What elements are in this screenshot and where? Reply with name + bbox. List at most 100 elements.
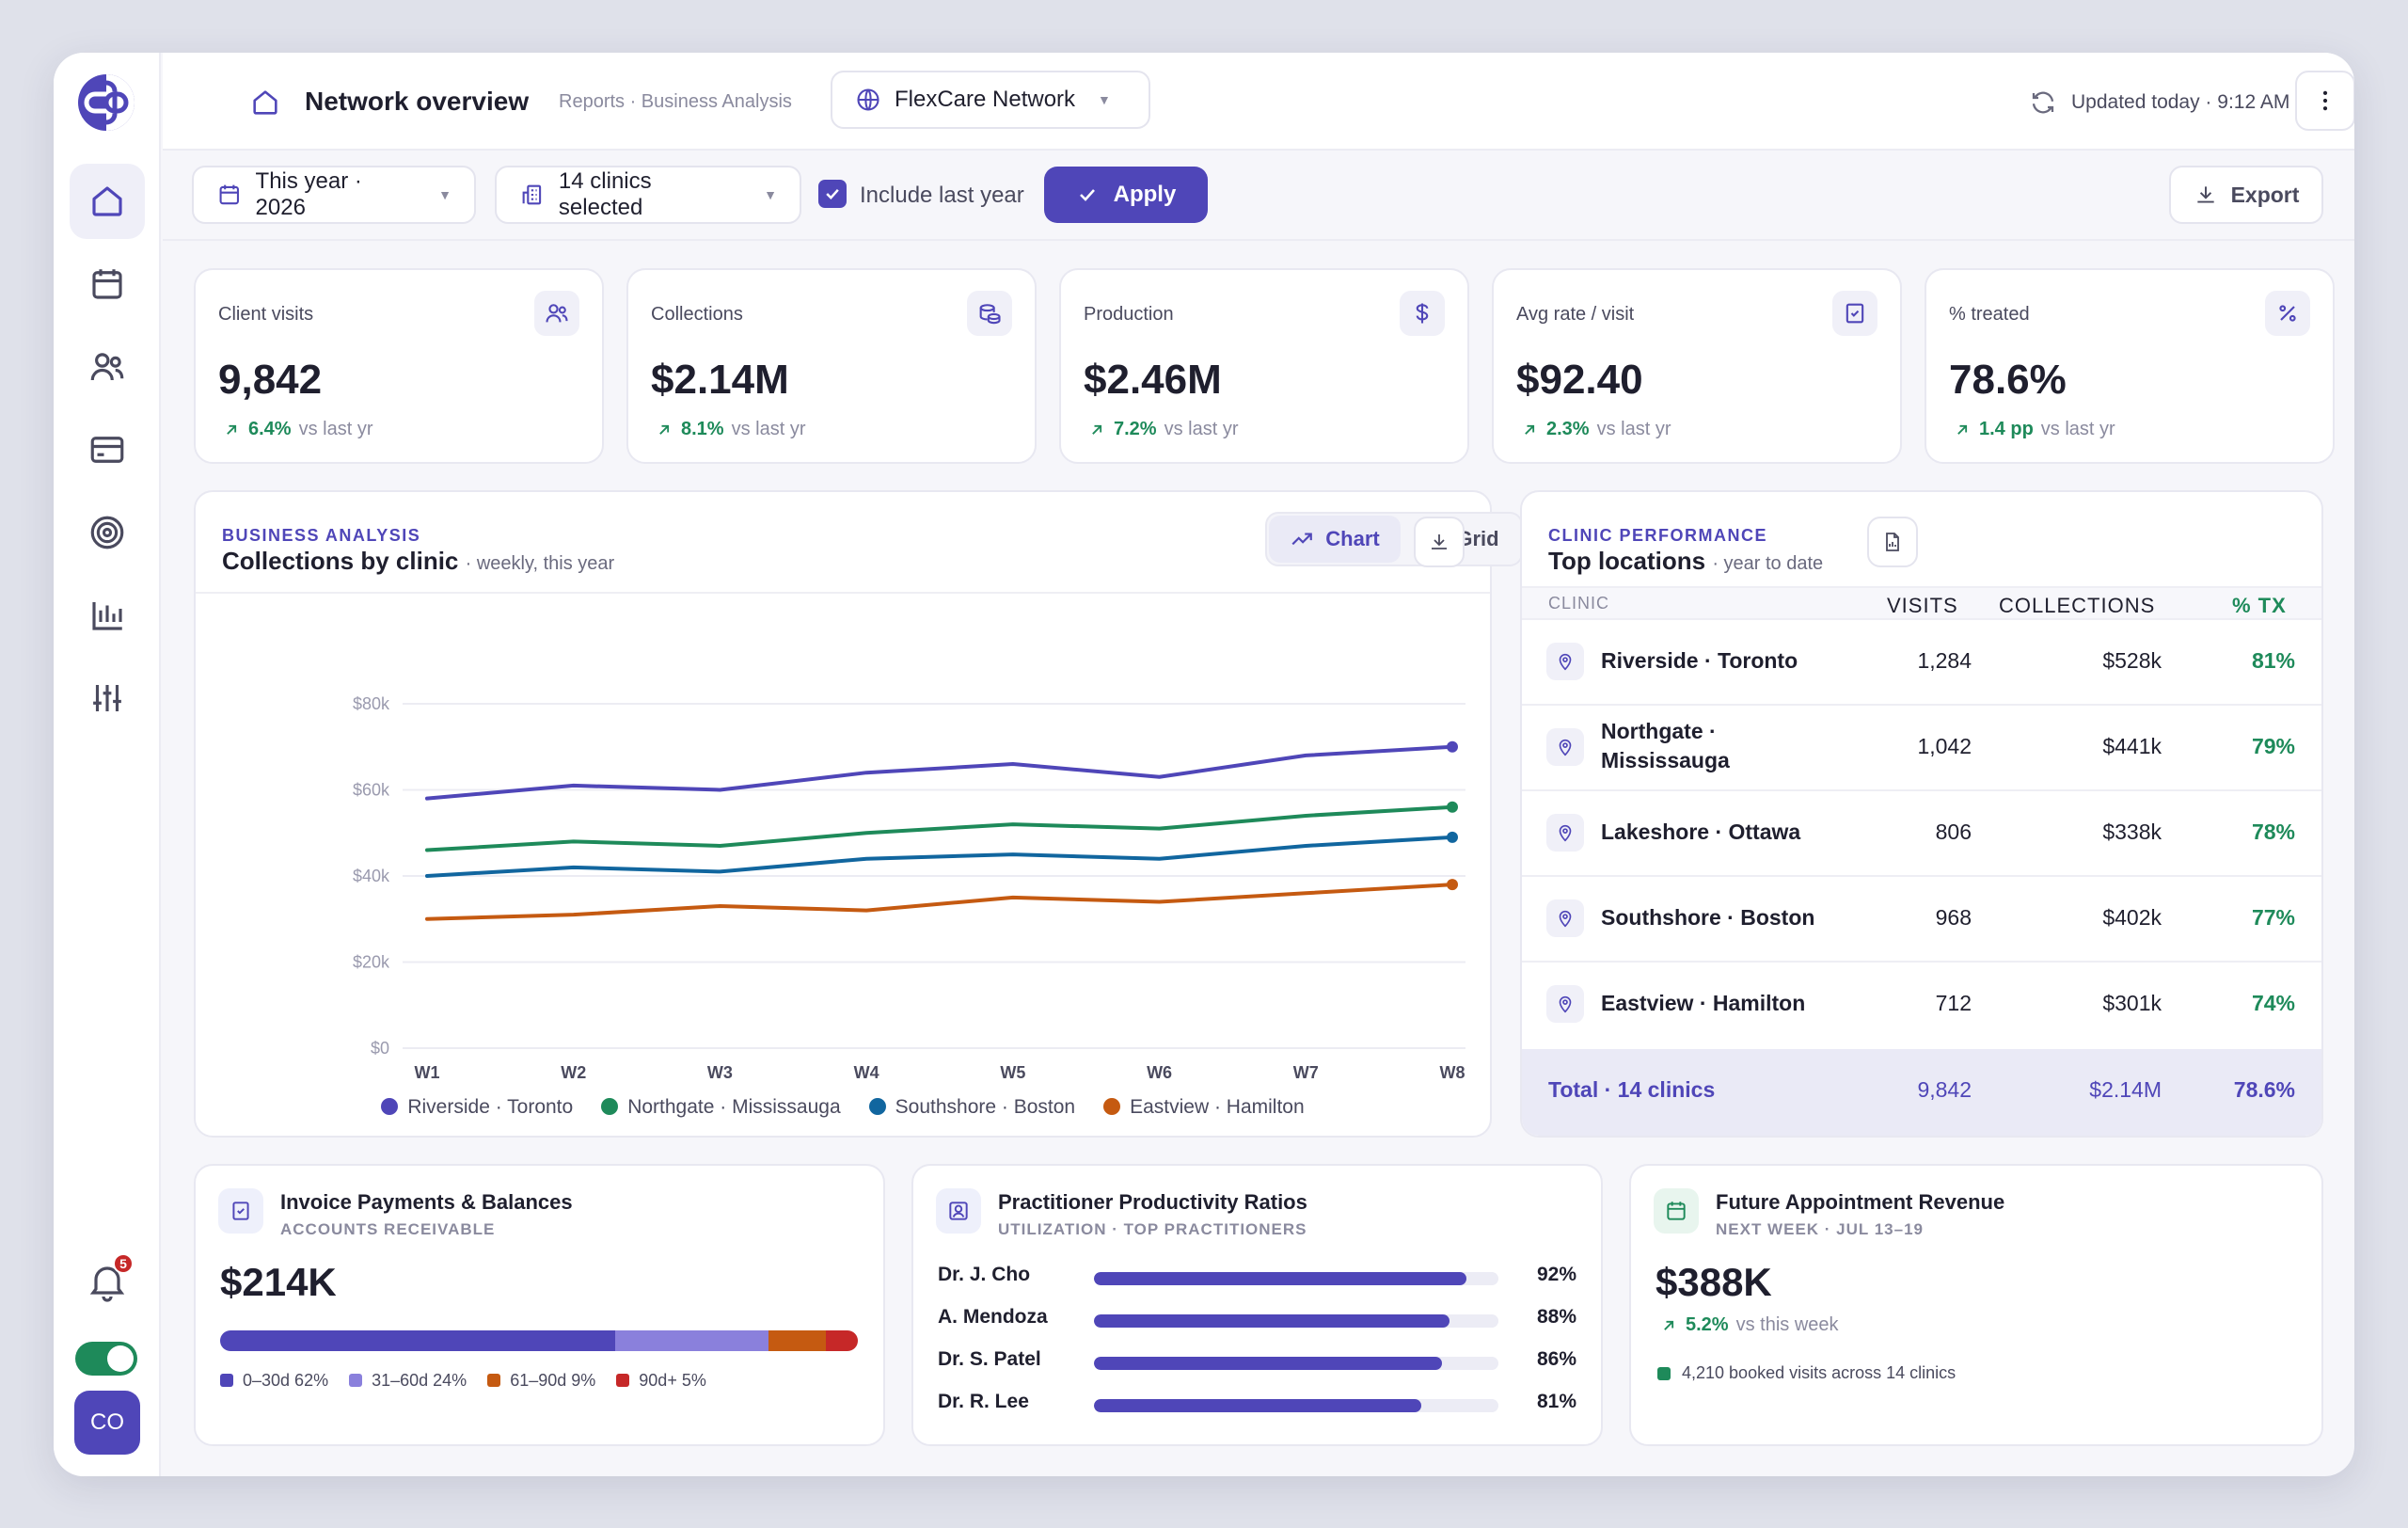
- table-row[interactable]: Eastview · Hamilton 712 $301k 74%: [1522, 961, 2321, 1045]
- practitioner-name: Dr. J. Cho: [938, 1264, 1031, 1285]
- table-row[interactable]: Northgate · Mississauga 1,042 $441k 79%: [1522, 704, 2321, 788]
- kpi-delta-compare: vs last yr: [731, 419, 806, 439]
- productivity-icon-box: [936, 1188, 981, 1234]
- chart-title: Collections by clinic: [222, 547, 459, 575]
- legend-item[interactable]: Southshore · Boston: [868, 1096, 1076, 1119]
- period-value: This year · 2026: [255, 168, 362, 220]
- clinic-tx: 78%: [2251, 820, 2295, 844]
- apply-button[interactable]: Apply: [1044, 167, 1208, 223]
- kpi-value: $2.14M: [651, 357, 789, 403]
- include-last-year-label[interactable]: Include last year: [860, 183, 1024, 208]
- aging-segment: [826, 1330, 858, 1351]
- utilization-fill: [1094, 1272, 1466, 1285]
- invoice-card: Invoice Payments & Balances ACCOUNTS REC…: [194, 1164, 885, 1446]
- practitioner-row: Dr. J. Cho 92%: [938, 1264, 1576, 1292]
- invoice-icon-box: [218, 1188, 263, 1234]
- more-options-button[interactable]: [2295, 71, 2354, 131]
- nav-goals[interactable]: [70, 495, 145, 570]
- location-pin-icon: [1559, 824, 1572, 842]
- kpi-delta: 2.3% vs last yr: [1520, 419, 1671, 440]
- x-tick-label: W3: [707, 1063, 733, 1082]
- legend-item[interactable]: Eastview · Hamilton: [1103, 1096, 1305, 1119]
- globe-icon: [857, 88, 879, 111]
- tab-chart[interactable]: Chart: [1269, 516, 1401, 563]
- breadcrumb[interactable]: Reports · Business Analysis: [559, 91, 792, 112]
- x-tick-label: W7: [1293, 1063, 1319, 1082]
- nav-calendar[interactable]: [70, 247, 145, 322]
- legend-label: Southshore · Boston: [895, 1096, 1076, 1118]
- more-vertical-icon: [2322, 90, 2328, 111]
- document-icon: [1886, 533, 1899, 551]
- nav-billing[interactable]: [70, 412, 145, 487]
- kpi-delta-compare: vs last yr: [298, 419, 373, 439]
- future-note-text: 4,210 booked visits across 14 clinics: [1682, 1363, 1956, 1382]
- notification-bell-icon[interactable]: [85, 1259, 130, 1304]
- x-tick-label: W4: [854, 1063, 879, 1082]
- legend-item[interactable]: Riverside · Toronto: [381, 1096, 573, 1119]
- productivity-subtitle: UTILIZATION · TOP PRACTITIONERS: [998, 1220, 1307, 1238]
- nav-settings[interactable]: [70, 661, 145, 736]
- locations-subtitle: · year to date: [1712, 553, 1824, 574]
- kpi-icon-box: [2265, 291, 2310, 336]
- avatar[interactable]: CO: [74, 1391, 140, 1455]
- practitioner-pct: 88%: [1536, 1306, 1576, 1328]
- location-pin-box: [1546, 814, 1584, 852]
- clinic-selector[interactable]: 14 clinics selected ▼: [495, 166, 801, 224]
- include-last-year-checkbox[interactable]: [818, 180, 847, 208]
- aging-legend-item: 31–60d 24%: [349, 1371, 467, 1391]
- dollar-icon: [1416, 303, 1429, 324]
- table-row[interactable]: Lakeshore · Ottawa 806 $338k 78%: [1522, 789, 2321, 874]
- network-selector[interactable]: FlexCare Network ▼: [831, 71, 1150, 129]
- export-button[interactable]: Export: [2169, 166, 2323, 224]
- legend-dot: [868, 1098, 886, 1115]
- clinic-visits: 968: [1935, 905, 1972, 930]
- building-icon: [522, 184, 542, 205]
- y-tick-label: $80k: [353, 694, 390, 713]
- receipt-icon: [1846, 303, 1864, 324]
- card-icon: [90, 437, 124, 463]
- legend-swatch: [349, 1374, 363, 1387]
- clinic-tx: 79%: [2251, 734, 2295, 758]
- nav-users[interactable]: [70, 329, 145, 405]
- x-tick-label: W5: [1000, 1063, 1025, 1082]
- table-row[interactable]: Southshore · Boston 968 $402k 77%: [1522, 875, 2321, 960]
- divider: [196, 592, 1490, 594]
- note-marker: [1657, 1366, 1671, 1380]
- coins-icon: [979, 304, 1001, 325]
- future-title: Future Appointment Revenue: [1716, 1190, 2005, 1214]
- total-tx: 78.6%: [2233, 1077, 2295, 1102]
- chart-title-row: Collections by clinic · weekly, this yea…: [222, 547, 614, 576]
- chevron-down-icon: ▼: [764, 187, 777, 202]
- kpi-card: % treated 78.6% 1.4 pp vs last yr: [1925, 268, 2335, 464]
- target-icon: [90, 516, 124, 549]
- download-chart-button[interactable]: [1414, 517, 1465, 567]
- col-visits: VISITS: [1887, 594, 1958, 617]
- theme-toggle[interactable]: [75, 1342, 137, 1376]
- kpi-delta-value: 2.3%: [1546, 419, 1590, 439]
- arrow-up-right-icon: [659, 424, 670, 435]
- nav-home[interactable]: [70, 164, 145, 239]
- chevron-down-icon: ▼: [1098, 92, 1111, 107]
- legend-item[interactable]: Northgate · Mississauga: [601, 1096, 841, 1119]
- future-revenue-card: Future Appointment Revenue NEXT WEEK · J…: [1629, 1164, 2323, 1446]
- utilization-track: [1094, 1399, 1498, 1412]
- arrow-up-right-icon: [227, 424, 237, 435]
- kpi-delta: 6.4% vs last yr: [222, 419, 373, 440]
- kpi-label: Client visits: [218, 304, 314, 325]
- aging-bar: [220, 1330, 858, 1351]
- locations-title: Top locations: [1548, 547, 1706, 575]
- kpi-value: 9,842: [218, 357, 323, 403]
- filter-bar: [163, 152, 2354, 241]
- period-selector[interactable]: This year · 2026 ▼: [192, 166, 476, 224]
- table-row[interactable]: Riverside · Toronto 1,284 $528k 81%: [1522, 618, 2321, 703]
- practitioner-row: Dr. R. Lee 81%: [938, 1391, 1576, 1419]
- locations-report-button[interactable]: [1867, 517, 1918, 567]
- refresh-icon[interactable]: [2029, 88, 2057, 117]
- kpi-delta: 1.4 pp vs last yr: [1953, 419, 2115, 440]
- utilization-track: [1094, 1314, 1498, 1328]
- y-tick-label: $20k: [353, 953, 390, 972]
- line-chart: $0 $20k $40k $60k $80k W1 W2 W3 W4 W5 W6 W7 W8: [353, 694, 1465, 1082]
- productivity-title: Practitioner Productivity Ratios: [998, 1190, 1307, 1214]
- nav-reports[interactable]: [70, 578, 145, 653]
- location-pin-icon: [1559, 653, 1572, 671]
